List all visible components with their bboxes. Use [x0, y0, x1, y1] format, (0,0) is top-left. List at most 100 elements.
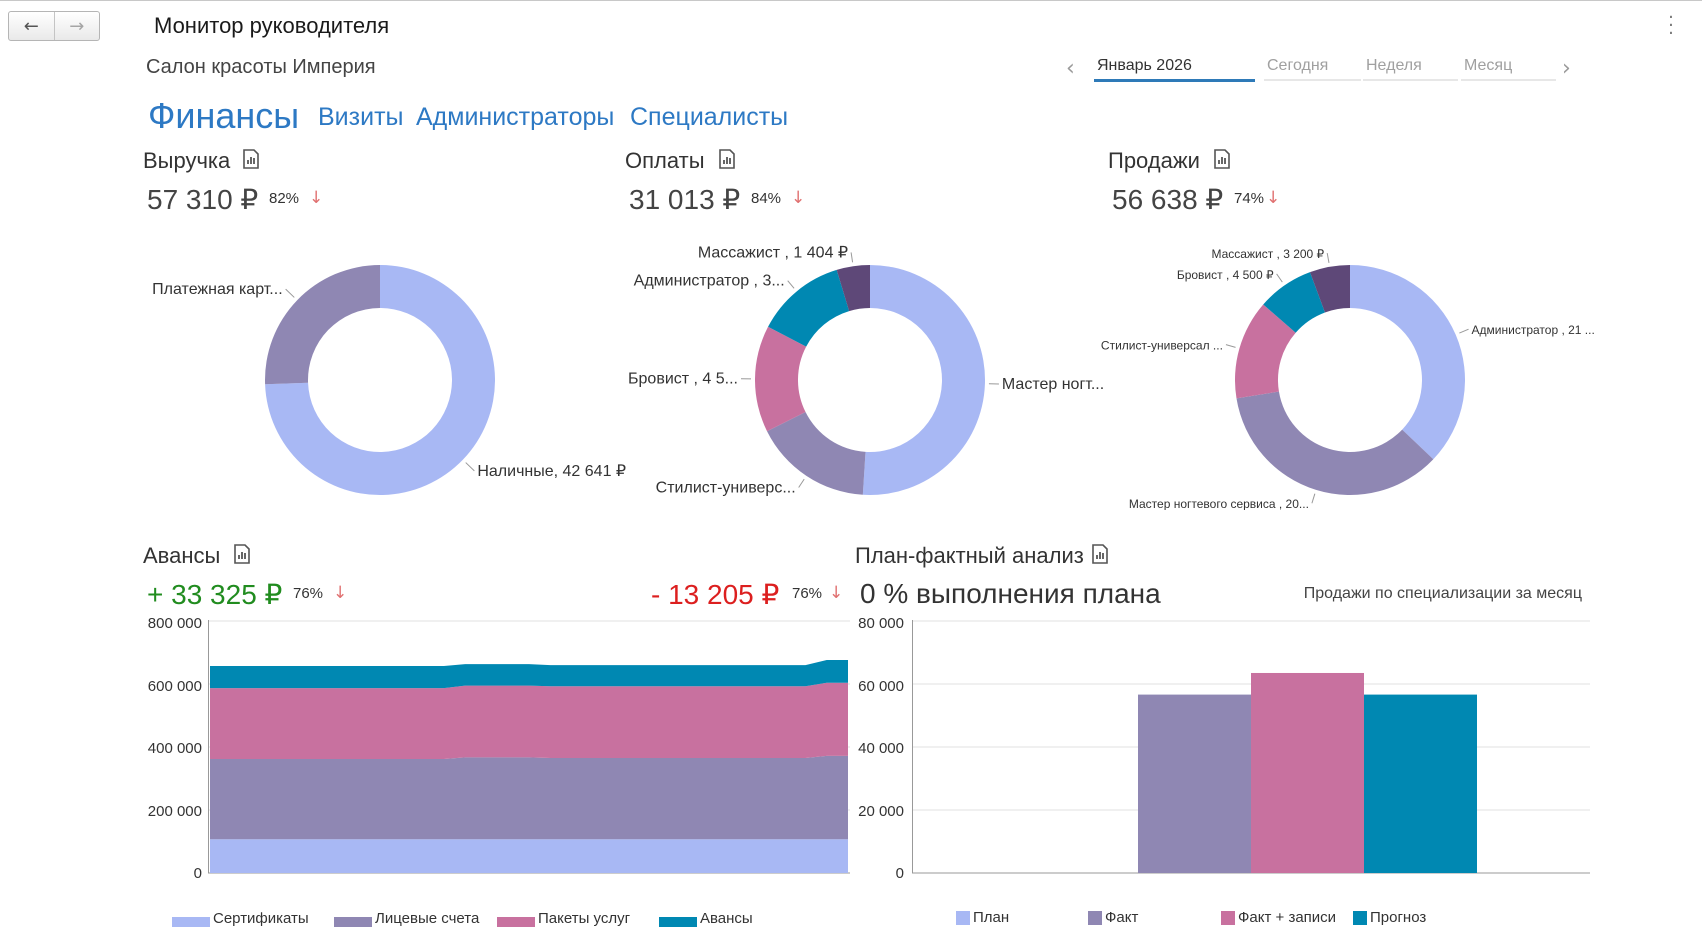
organization-name: Салон красоты Империя	[146, 56, 376, 78]
arrow-down-icon: ↓	[791, 188, 806, 208]
advances-area-chart	[208, 620, 850, 874]
legend-item-fact: Факт	[1088, 909, 1138, 926]
donut-label: Массажист , 3 200 ₽	[1211, 247, 1324, 261]
donut-slice	[836, 265, 870, 312]
legend-swatch	[956, 910, 970, 925]
report-icon[interactable]	[243, 149, 259, 169]
arrow-right-icon[interactable]: →	[53, 12, 100, 40]
report-icon[interactable]	[719, 149, 735, 169]
payments-title: Оплаты	[625, 148, 705, 173]
bar	[1251, 672, 1364, 873]
label-leader	[1326, 252, 1330, 263]
window-title: Монитор руководителя	[154, 13, 390, 38]
legend-label: Авансы	[700, 909, 753, 927]
sales-value: 56 638 ₽	[1112, 184, 1224, 215]
chevron-left-icon[interactable]: ‹	[1066, 56, 1075, 81]
planfact-title: План-фактный анализ	[855, 543, 1084, 568]
revenue-percent: 82%	[269, 190, 300, 207]
report-icon[interactable]	[1214, 149, 1230, 169]
advances-incoming-value: + 33 325 ₽	[147, 579, 283, 610]
y-tick-label: 20 000	[858, 803, 904, 820]
payments-value: 31 013 ₽	[629, 184, 741, 215]
donut-label: Платежная карт...	[152, 281, 282, 298]
advances-incoming-percent: 76%	[293, 585, 324, 602]
plan-completion: 0 % выполнения плана	[860, 578, 1161, 609]
report-icon[interactable]	[1092, 544, 1108, 564]
y-tick-label: 200 000	[147, 803, 202, 820]
area-series	[210, 755, 848, 840]
report-icon[interactable]	[234, 544, 250, 564]
donut-label: Бровист , 4 500 ₽	[1177, 268, 1274, 282]
area-series	[210, 682, 848, 759]
legend-swatch	[497, 917, 535, 927]
legend-item-fact-plus-bookings: Факт + записи	[1221, 909, 1336, 926]
area-series	[210, 660, 848, 689]
revenue-title: Выручка	[143, 148, 231, 173]
donut-label: Стилист-универс...	[656, 479, 796, 496]
tab-visits[interactable]: Визиты	[318, 103, 404, 131]
kebab-menu-icon[interactable]: · · ·	[1668, 7, 1674, 44]
legend-item-certificates: Сертификаты	[172, 909, 309, 927]
label-leader	[1311, 493, 1316, 504]
donut-label: Администратор , 3...	[634, 273, 785, 290]
label-leader	[798, 478, 805, 488]
donut-slice	[265, 265, 495, 495]
sales-donut-chart: Администратор , 21 ... Мастер ногтевого с…	[1101, 247, 1595, 510]
legend-item-accounts: Лицевые счета	[334, 909, 479, 927]
arrow-down-icon: ↓	[333, 583, 348, 603]
legend-label: Факт + записи	[1238, 909, 1337, 926]
donut-label: Бровист , 4 5...	[628, 371, 738, 388]
arrow-left-icon[interactable]: ←	[23, 15, 39, 37]
label-leader	[1459, 328, 1469, 334]
label-leader	[1225, 344, 1236, 348]
bar	[1138, 694, 1251, 873]
chevron-right-icon[interactable]: ›	[1562, 56, 1571, 81]
legend-item-plan: План	[956, 909, 1009, 926]
arrow-down-icon: ↓	[1266, 188, 1281, 208]
y-tick-label: 40 000	[858, 740, 904, 757]
bar	[1364, 694, 1477, 873]
period-january-2026[interactable]: Январь 2026	[1094, 57, 1255, 82]
y-tick-label: 0	[193, 865, 202, 882]
period-week[interactable]: Неделя	[1363, 57, 1458, 81]
period-today[interactable]: Сегодня	[1264, 57, 1361, 81]
donut-slice	[1236, 391, 1434, 495]
sales-percent: 74%	[1234, 190, 1265, 207]
legend-item-advances: Авансы	[659, 909, 753, 927]
legend-label: План	[973, 909, 1010, 926]
donut-label: Наличные, 42 641 ₽	[477, 463, 626, 480]
payments-percent: 84%	[751, 190, 782, 207]
label-leader	[1276, 273, 1283, 283]
planfact-bar-chart	[912, 620, 1590, 874]
advances-outgoing-value: - 13 205 ₽	[651, 579, 780, 610]
label-leader	[850, 252, 854, 263]
legend-swatch	[1221, 910, 1235, 925]
legend-swatch	[172, 917, 210, 927]
label-leader	[465, 462, 475, 472]
donut-slice	[1350, 265, 1465, 460]
y-tick-label: 60 000	[858, 678, 904, 695]
donut-slice	[755, 326, 807, 432]
area-series	[210, 839, 848, 873]
donut-slice	[1235, 304, 1296, 399]
donut-label: Мастер ногт...	[1002, 376, 1104, 393]
donut-slice	[265, 265, 380, 385]
donut-slice	[767, 412, 866, 495]
legend-label: Сертификаты	[213, 909, 309, 927]
donut-slice	[862, 265, 985, 495]
legend-item-forecast: Прогноз	[1353, 909, 1426, 926]
tab-administrators[interactable]: Администраторы	[416, 103, 615, 131]
tab-specialists[interactable]: Специалисты	[630, 103, 789, 131]
donut-label: Мастер ногтевого сервиса , 20...	[1129, 497, 1309, 510]
legend-swatch	[659, 917, 697, 927]
label-leader	[285, 288, 295, 298]
advances-title: Авансы	[143, 543, 221, 568]
payments-donut-chart: Мастер ногт... Стилист-универс... Бровист …	[628, 244, 1104, 496]
window-top-border	[0, 0, 1702, 1]
legend-label: Прогноз	[1370, 909, 1427, 926]
tab-finance[interactable]: Финансы	[148, 95, 300, 136]
legend-label: Пакеты услуг	[538, 909, 631, 927]
period-month[interactable]: Месяц	[1461, 57, 1556, 81]
legend-swatch	[1353, 910, 1367, 925]
arrow-down-icon: ↓	[309, 188, 324, 208]
